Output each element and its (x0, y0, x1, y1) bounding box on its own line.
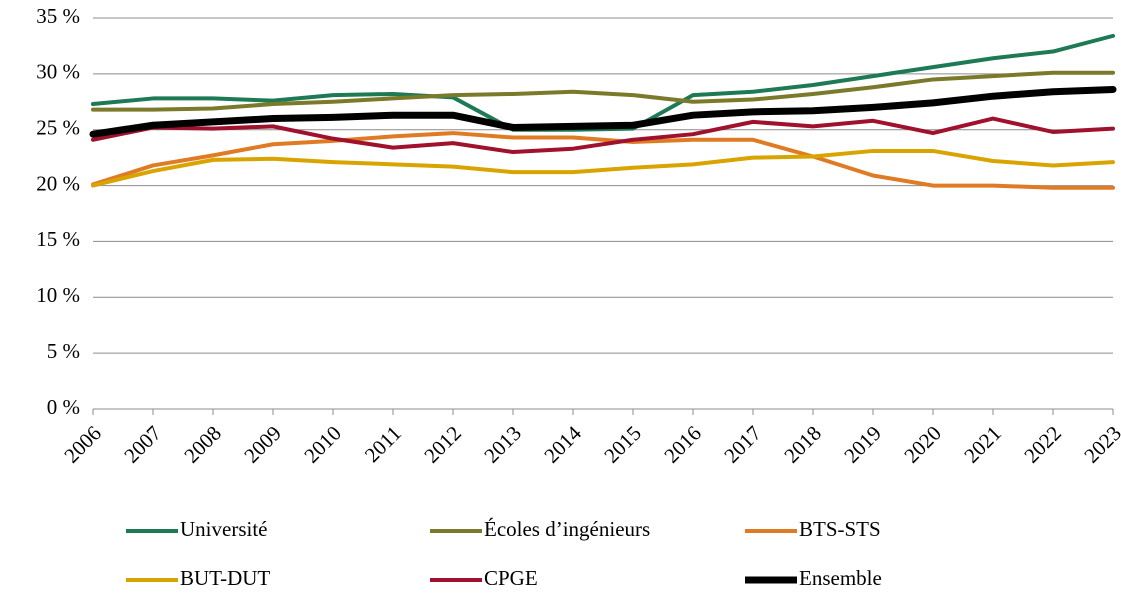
y-tick-label: 30 % (36, 60, 80, 84)
x-tick-label: 2017 (719, 421, 766, 468)
x-tick-label: 2021 (959, 421, 1006, 468)
y-tick-label: 5 % (47, 339, 80, 363)
x-tick-label: 2010 (299, 421, 346, 468)
legend-label: Université (180, 517, 267, 541)
series-line (91, 116, 1115, 155)
y-tick-label: 15 % (36, 227, 80, 251)
x-tick-label: 2007 (119, 421, 166, 468)
x-tick-label: 2013 (479, 421, 526, 468)
series-line (91, 70, 1115, 112)
x-tick-label: 2023 (1079, 421, 1121, 468)
x-tick-label: 2014 (539, 421, 586, 468)
series-line (91, 131, 1115, 190)
legend-label: BTS-STS (799, 517, 881, 541)
x-tick-label: 2016 (659, 421, 706, 468)
legend-label: CPGE (484, 566, 538, 590)
x-tick-label: 2018 (779, 421, 826, 468)
y-tick-label: 35 % (36, 4, 80, 28)
x-tick-label: 2020 (899, 421, 946, 468)
x-tick-label: 2015 (599, 421, 646, 468)
x-tick-label: 2011 (360, 421, 406, 467)
x-tick-label: 2009 (239, 421, 286, 468)
legend-label: BUT-DUT (180, 566, 270, 590)
x-tick-label: 2022 (1019, 421, 1066, 468)
legend-label: Écoles d’ingénieurs (484, 517, 650, 541)
y-tick-label: 20 % (36, 171, 80, 195)
series-line (91, 148, 1115, 188)
x-tick-label: 2006 (59, 421, 106, 468)
x-tick-label: 2008 (179, 421, 226, 468)
series-line (91, 33, 1115, 132)
x-tick-label: 2012 (419, 421, 466, 468)
y-tick-label: 10 % (36, 283, 80, 307)
x-tick-label: 2019 (839, 421, 886, 468)
series-line (89, 85, 1117, 138)
y-tick-label: 25 % (36, 116, 80, 140)
y-tick-label: 0 % (47, 395, 80, 419)
legend-label: Ensemble (799, 566, 882, 590)
